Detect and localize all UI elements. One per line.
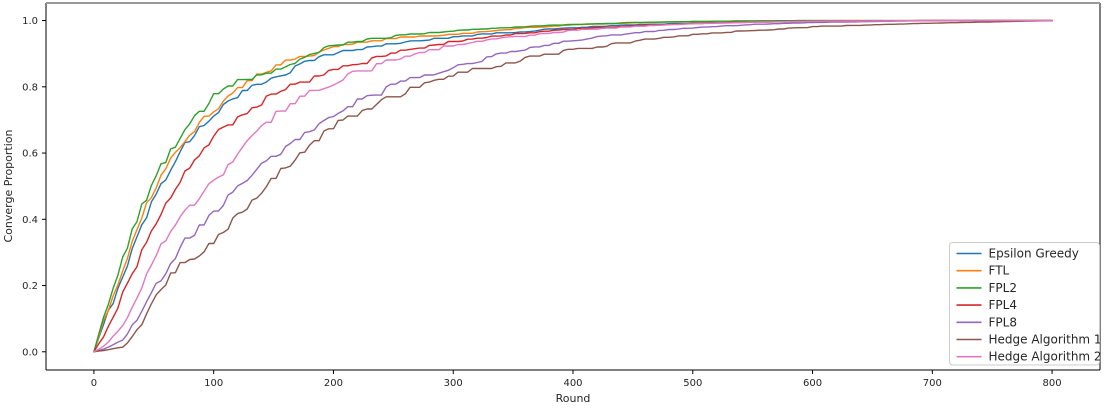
y-tick-label: 0.2 [22,281,38,292]
legend-label: FPL4 [989,298,1017,312]
x-tick-label: 200 [324,378,343,389]
series-line-hedge-algorithm-1 [93,19,1053,353]
axes-ticks: 0 100 200 300 400 500 600 700 800 0.0 0.2 0.4 0.6 0.8… [22,16,1062,389]
x-tick-label: 100 [204,378,223,389]
x-tick-label: 700 [923,378,942,389]
legend-label: Hedge Algorithm 2 [989,350,1102,364]
y-axis-label: Converge Proportion [2,129,15,242]
y-tick-label: 0.4 [22,215,38,226]
y-tick-label: 1.0 [22,16,38,27]
x-tick-label: 500 [683,378,702,389]
x-tick-label: 800 [1043,378,1062,389]
x-tick-label: 600 [803,378,822,389]
legend-label: Hedge Algorithm 1 [989,333,1102,347]
legend-label: FTL [989,264,1010,278]
legend: Epsilon Greedy FTL FPL2 FPL4 FPL8 Hedge Algor… [949,242,1102,366]
y-tick-label: 0.0 [22,347,38,358]
y-tick-label: 0.6 [22,149,38,160]
series-line-hedge-algorithm-2 [93,19,1053,353]
series-line-fpl8 [93,19,1053,353]
series-lines [93,19,1053,353]
y-tick-label: 0.8 [22,82,38,93]
x-tick-label: 400 [563,378,582,389]
x-tick-label: 300 [444,378,463,389]
axes-spines [45,2,1101,371]
legend-label: FPL8 [989,315,1017,329]
legend-box [949,242,1100,366]
legend-label: FPL2 [989,281,1017,295]
x-axis-label: Round [556,392,591,405]
legend-label: Epsilon Greedy [989,247,1079,261]
x-tick-label: 0 [91,378,97,389]
